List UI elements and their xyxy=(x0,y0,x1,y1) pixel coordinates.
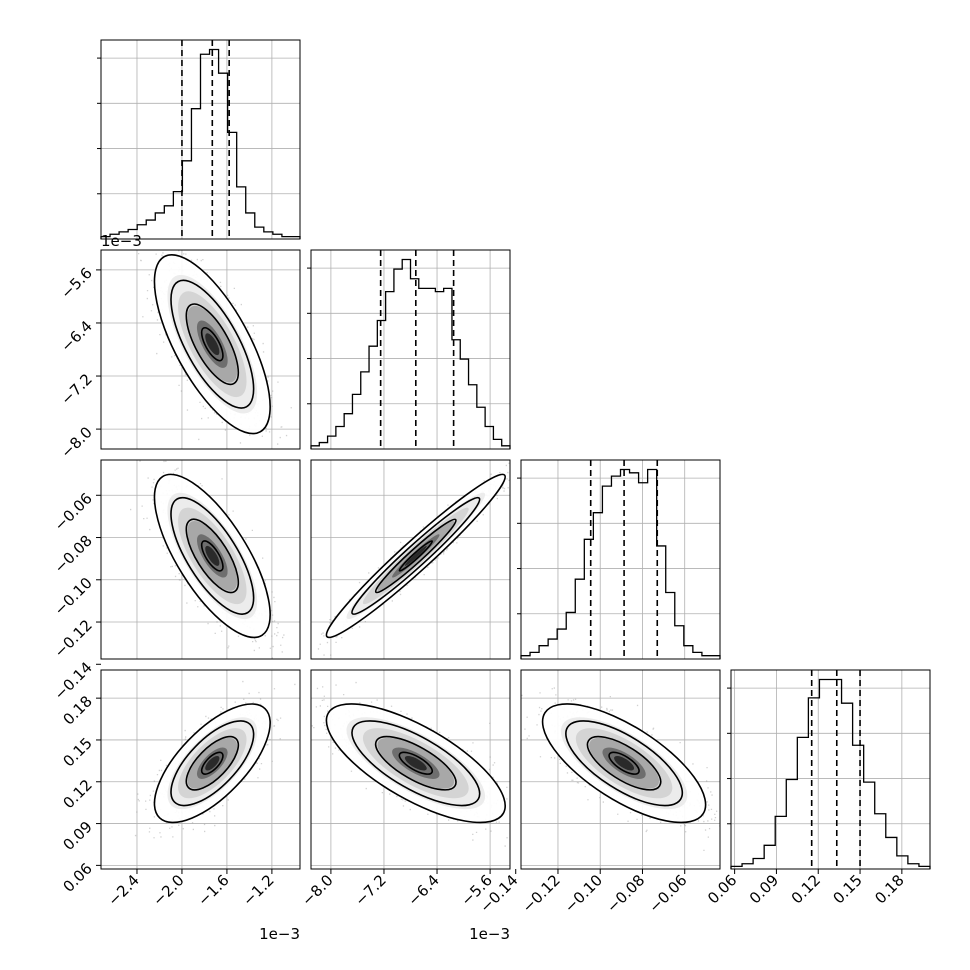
histogram-step xyxy=(310,258,511,449)
contour-line xyxy=(398,540,434,572)
density-fill xyxy=(404,755,427,771)
x-tick-label: 0.12 xyxy=(788,871,824,907)
x-tick-label: −0.10 xyxy=(561,871,606,916)
density-fill xyxy=(205,333,220,356)
x-tick-label: −2.4 xyxy=(104,871,142,909)
contour-line xyxy=(200,326,224,362)
scatter-panel-2-0 xyxy=(100,459,301,660)
panel-frame xyxy=(520,459,721,660)
contour-line xyxy=(170,279,255,409)
y-tick-label: 0.15 xyxy=(59,734,95,770)
histogram-step xyxy=(100,48,301,239)
x-offset-label: 1e−3 xyxy=(469,925,510,943)
scatter-panel-2-1 xyxy=(310,459,511,660)
contour-line xyxy=(153,254,271,435)
contour-line xyxy=(565,720,684,807)
x-tick-label: −0.08 xyxy=(603,871,648,916)
x-tick-label: 0.06 xyxy=(704,871,740,907)
x-tick-label: −1.2 xyxy=(239,871,277,909)
contour-line xyxy=(325,473,506,639)
contour-line xyxy=(185,735,240,791)
y-tick-label: 0.09 xyxy=(59,818,95,854)
x-tick-label: −0.06 xyxy=(645,871,690,916)
y-tick-label: −5.6 xyxy=(57,264,95,302)
x-tick-label: −1.6 xyxy=(194,871,232,909)
y-tick-label: −7.2 xyxy=(57,370,95,408)
contour-line xyxy=(586,735,662,791)
x-tick-label: −8.0 xyxy=(298,871,336,909)
contour-line xyxy=(351,496,481,615)
scatter-panel-3-0 xyxy=(100,669,301,870)
x-tick-label: −7.2 xyxy=(351,871,389,909)
hist-panel-3 xyxy=(727,669,931,870)
panel-frame xyxy=(520,669,721,870)
y-tick-label: −8.0 xyxy=(57,423,95,461)
contour-line xyxy=(200,751,224,775)
y-tick-label: −0.10 xyxy=(51,574,96,619)
contour-line xyxy=(185,303,240,386)
x-offset-label: 1e−3 xyxy=(259,925,300,943)
histogram-step xyxy=(520,468,721,659)
contour-line xyxy=(185,518,240,594)
contour-line xyxy=(541,703,707,824)
contour-line xyxy=(153,703,271,824)
panel-frame xyxy=(730,669,931,870)
contour-line xyxy=(374,518,457,594)
y-tick-label: 0.06 xyxy=(59,859,95,895)
x-tick-label: −0.12 xyxy=(519,871,564,916)
contour-line xyxy=(398,751,434,775)
x-tick-label: −2.0 xyxy=(149,871,187,909)
y-tick-label: −0.14 xyxy=(51,658,96,703)
density-fill xyxy=(205,545,220,566)
contour-line xyxy=(170,496,255,615)
hist-panel-0 xyxy=(97,39,301,240)
y-tick-label: 0.12 xyxy=(59,776,95,812)
density-fill xyxy=(404,545,427,566)
panel-frame xyxy=(100,39,301,240)
density-fill xyxy=(614,755,635,771)
contour-line xyxy=(374,735,457,791)
hist-panel-1 xyxy=(307,249,511,450)
scatter-panel-1-0 xyxy=(100,249,301,450)
y-tick-label: −0.06 xyxy=(51,489,96,534)
panel-frame xyxy=(310,459,511,660)
x-tick-label: 0.18 xyxy=(871,871,907,907)
histogram-step xyxy=(730,678,931,869)
contour-line xyxy=(153,473,271,639)
y-offset-label: 1e−3 xyxy=(101,232,142,250)
scatter-panel-3-2 xyxy=(520,669,721,870)
x-tick-label: 0.15 xyxy=(830,871,866,907)
contour-line xyxy=(170,720,255,807)
panel-frame xyxy=(310,249,511,450)
contour-line xyxy=(608,751,640,775)
contour-line xyxy=(325,703,506,824)
panel-frame xyxy=(100,459,301,660)
y-tick-label: −0.08 xyxy=(51,532,96,577)
y-tick-label: −0.12 xyxy=(51,616,96,661)
panel-frame xyxy=(100,669,301,870)
contour-line xyxy=(200,540,224,572)
panel-frame xyxy=(100,249,301,450)
hist-panel-2 xyxy=(517,459,721,660)
scatter-panel-3-1 xyxy=(310,669,511,870)
x-tick-label: 0.09 xyxy=(746,871,782,907)
y-tick-label: −6.4 xyxy=(57,317,95,355)
panel-frame xyxy=(310,669,511,870)
density-fill xyxy=(205,755,220,771)
x-tick-label: −6.4 xyxy=(404,871,442,909)
contour-line xyxy=(351,720,481,807)
